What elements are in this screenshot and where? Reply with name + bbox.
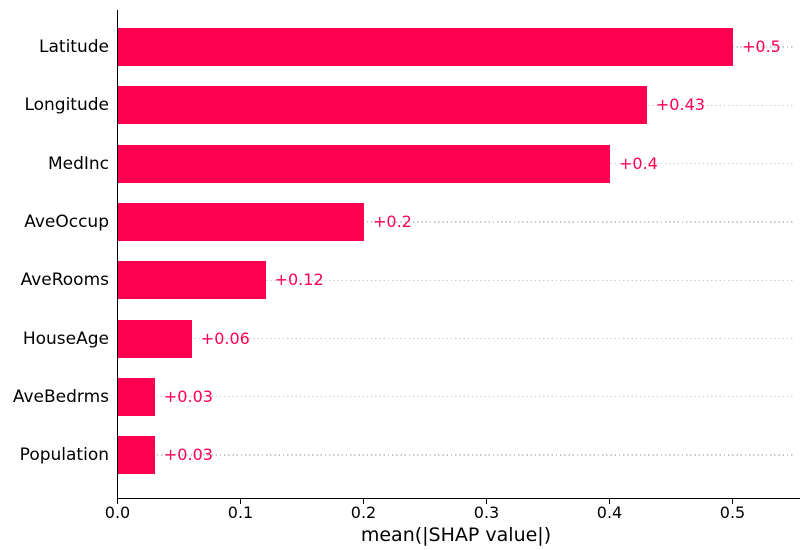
- x-tick-label: 0.2: [350, 503, 377, 522]
- y-axis-line: [116, 10, 118, 498]
- bar-value-label: +0.03: [163, 445, 213, 465]
- bar-longitude: [118, 86, 647, 125]
- bar-population: [118, 436, 155, 475]
- row-gridline: [118, 221, 793, 223]
- y-tick-label: Longitude: [24, 95, 109, 116]
- x-axis-line: [116, 497, 800, 499]
- bar-value-label: +0.12: [274, 270, 324, 290]
- x-tick-mark: [485, 499, 488, 504]
- y-tick-label: HouseAge: [22, 328, 109, 349]
- bar-value-label: +0.4: [619, 153, 658, 173]
- x-tick-label: 0.5: [719, 503, 746, 522]
- bar-avebedrms: [118, 377, 155, 416]
- x-tick-mark: [239, 499, 242, 504]
- x-tick-label: 0.4: [596, 503, 623, 522]
- x-tick-label: 0.1: [227, 503, 254, 522]
- bar-value-label: +0.43: [655, 95, 705, 115]
- y-tick-label: Population: [19, 445, 109, 466]
- x-tick-mark: [116, 499, 119, 504]
- y-tick-label: AveRooms: [20, 270, 109, 291]
- x-tick-mark: [362, 499, 365, 504]
- x-tick-mark: [608, 499, 611, 504]
- row-gridline: [118, 337, 793, 340]
- y-tick-label: Latitude: [39, 37, 109, 57]
- bar-value-label: +0.06: [200, 328, 250, 348]
- y-tick-label: MedInc: [47, 153, 109, 174]
- y-tick-label: AveBedrms: [12, 386, 109, 407]
- row-gridline: [118, 396, 793, 398]
- x-tick-label: 0.3: [473, 503, 500, 522]
- bar-latitude: [118, 28, 733, 66]
- row-gridline: [118, 454, 793, 456]
- bar-averooms: [118, 261, 266, 300]
- x-axis-title: mean(|SHAP value|): [360, 524, 552, 546]
- bar-houseage: [118, 319, 192, 358]
- bar-aveoccup: [118, 202, 364, 241]
- bar-value-label: +0.5: [742, 37, 781, 56]
- bar-medinc: [118, 144, 610, 183]
- bar-value-label: +0.2: [373, 211, 412, 231]
- row-gridline: [118, 279, 793, 281]
- x-tick-mark: [731, 499, 734, 504]
- y-tick-label: AveOccup: [24, 211, 109, 232]
- bar-value-label: +0.03: [163, 386, 213, 406]
- x-tick-label: 0.0: [104, 503, 131, 522]
